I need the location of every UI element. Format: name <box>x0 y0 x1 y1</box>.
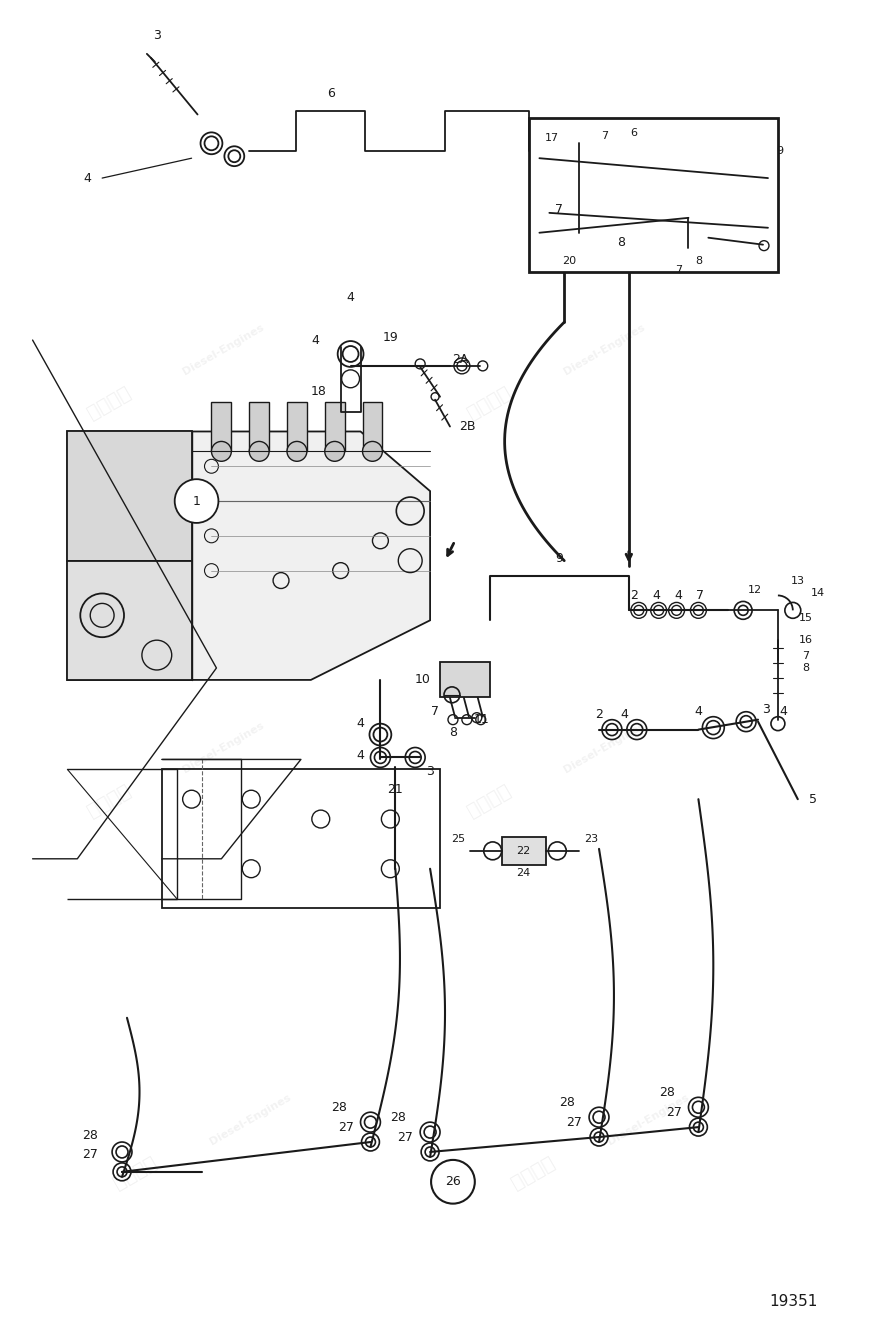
Text: 4: 4 <box>357 717 365 731</box>
Text: 25: 25 <box>451 834 465 844</box>
Circle shape <box>287 441 307 461</box>
Text: 4: 4 <box>675 589 683 603</box>
Text: 7: 7 <box>555 203 563 216</box>
Text: 19: 19 <box>383 330 398 343</box>
Text: 10: 10 <box>414 673 430 687</box>
Bar <box>287 402 307 452</box>
Text: 2: 2 <box>595 708 603 721</box>
Text: Diesel-Engines: Diesel-Engines <box>562 322 647 377</box>
Bar <box>502 836 546 864</box>
Text: 21: 21 <box>387 783 403 796</box>
Text: 28: 28 <box>331 1101 346 1114</box>
Text: 紫发动力: 紫发动力 <box>84 780 134 820</box>
Text: Diesel-Engines: Diesel-Engines <box>562 720 647 775</box>
Text: 8: 8 <box>802 663 809 673</box>
Text: 26: 26 <box>445 1176 461 1188</box>
Circle shape <box>212 441 231 461</box>
Text: 11: 11 <box>473 713 490 727</box>
Text: 7: 7 <box>431 705 439 719</box>
Polygon shape <box>68 432 191 561</box>
Text: 6: 6 <box>630 128 637 139</box>
Circle shape <box>249 441 269 461</box>
Bar <box>530 119 778 273</box>
Bar <box>440 663 490 697</box>
Text: 8: 8 <box>617 236 625 250</box>
Text: 15: 15 <box>798 613 813 624</box>
Text: 17: 17 <box>546 134 560 143</box>
Circle shape <box>174 480 218 522</box>
Text: 9: 9 <box>555 552 563 565</box>
Text: 14: 14 <box>811 588 825 599</box>
Text: 27: 27 <box>82 1149 98 1161</box>
Text: 7: 7 <box>675 266 682 275</box>
Text: 28: 28 <box>82 1129 98 1141</box>
Text: Diesel-Engines: Diesel-Engines <box>182 322 266 377</box>
Text: 3: 3 <box>426 764 434 778</box>
Text: 6: 6 <box>327 87 335 100</box>
Bar <box>212 402 231 452</box>
Circle shape <box>362 441 383 461</box>
Circle shape <box>431 1160 474 1204</box>
Text: Diesel-Engines: Diesel-Engines <box>182 720 266 775</box>
Text: 28: 28 <box>659 1086 675 1098</box>
Polygon shape <box>68 432 430 680</box>
Text: 4: 4 <box>84 171 91 184</box>
Text: 18: 18 <box>311 385 327 398</box>
Bar <box>249 402 269 452</box>
Text: 4: 4 <box>620 708 627 721</box>
Circle shape <box>325 441 344 461</box>
Text: 19351: 19351 <box>769 1293 818 1308</box>
Text: 22: 22 <box>516 846 530 856</box>
Text: 27: 27 <box>666 1106 682 1118</box>
Text: 8: 8 <box>449 725 457 739</box>
Text: 紫发动力: 紫发动力 <box>464 780 514 820</box>
Text: 2B: 2B <box>459 420 476 433</box>
Text: 紫发动力: 紫发动力 <box>110 1153 160 1193</box>
Text: 20: 20 <box>562 255 577 266</box>
Text: 4: 4 <box>347 291 354 303</box>
Bar <box>325 402 344 452</box>
Text: 27: 27 <box>397 1130 413 1144</box>
Text: 4: 4 <box>357 749 365 762</box>
Text: 28: 28 <box>391 1110 406 1124</box>
Text: 4: 4 <box>779 705 787 719</box>
Text: 紫发动力: 紫发动力 <box>508 1153 559 1193</box>
Bar <box>162 770 440 908</box>
Text: 紫发动力: 紫发动力 <box>464 382 514 422</box>
Text: 紫发动力: 紫发动力 <box>84 382 134 422</box>
Text: 13: 13 <box>791 576 805 585</box>
Text: 1: 1 <box>192 494 200 508</box>
Bar <box>362 402 383 452</box>
Text: 3: 3 <box>762 703 770 716</box>
Text: 24: 24 <box>516 867 530 878</box>
Text: 27: 27 <box>566 1116 582 1129</box>
Polygon shape <box>68 561 191 680</box>
Text: 7: 7 <box>802 651 809 661</box>
Text: 28: 28 <box>559 1096 575 1109</box>
Text: 4: 4 <box>312 334 320 346</box>
Text: 7: 7 <box>602 131 609 142</box>
Text: 12: 12 <box>748 585 762 596</box>
Text: 8: 8 <box>695 255 702 266</box>
Text: 5: 5 <box>809 792 817 806</box>
Text: Diesel-Engines: Diesel-Engines <box>208 1092 293 1146</box>
Text: 7: 7 <box>696 589 704 603</box>
Text: 23: 23 <box>584 834 598 844</box>
Text: 27: 27 <box>337 1121 353 1134</box>
Text: 4: 4 <box>652 589 660 603</box>
Text: 2A: 2A <box>452 354 468 366</box>
Text: 3: 3 <box>153 29 161 43</box>
Text: Diesel-Engines: Diesel-Engines <box>606 1092 691 1146</box>
Text: 9: 9 <box>776 146 783 156</box>
Text: 4: 4 <box>694 705 702 719</box>
Text: 2: 2 <box>630 589 638 603</box>
Text: 16: 16 <box>798 635 813 645</box>
